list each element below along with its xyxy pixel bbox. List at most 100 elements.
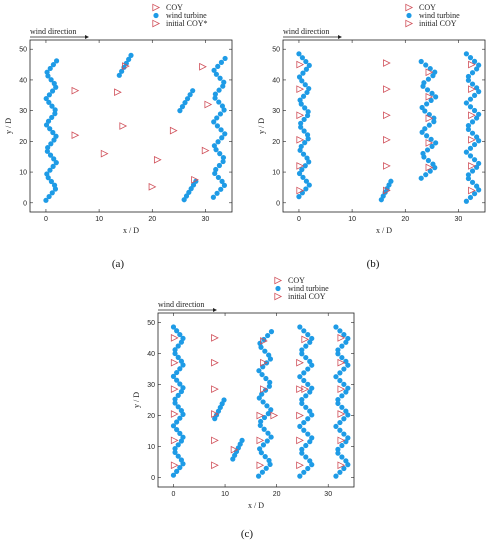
wind-turbine-point xyxy=(213,147,219,153)
turbine-row-3 xyxy=(181,178,199,203)
wind-turbine-point xyxy=(177,381,183,387)
legend-turbine-marker xyxy=(153,12,159,19)
coy-point xyxy=(71,86,80,95)
wind-turbine-point xyxy=(47,126,53,132)
wind-turbine-point xyxy=(309,335,315,342)
coy-point xyxy=(256,436,265,445)
wind-turbine-point xyxy=(424,87,431,93)
wind-turbine-point xyxy=(345,462,351,468)
turbine-row-4 xyxy=(210,55,228,200)
wind-turbine-point xyxy=(419,129,425,135)
wind-turbine-point xyxy=(261,426,267,432)
wind-turbine-point xyxy=(268,329,275,335)
wind-turbine-point xyxy=(476,62,482,68)
wind-turbine-point xyxy=(333,473,339,479)
wind-turbine-point xyxy=(339,343,345,349)
wind-turbine-point xyxy=(216,162,223,169)
y-tick-label: 40 xyxy=(272,77,280,84)
wind-turbine-point xyxy=(307,339,313,345)
wind-turbine-point xyxy=(180,385,186,391)
x-axis-label: x / D xyxy=(248,501,264,510)
wind-turbine-point xyxy=(467,194,474,201)
wind-turbine-point xyxy=(301,377,307,384)
wind-turbine-point xyxy=(421,80,427,86)
initial-coy-point xyxy=(170,334,179,342)
y-tick-label: 0 xyxy=(276,200,280,207)
wind-turbine-point xyxy=(337,469,343,475)
chart-panel-1: 0 10 20 30 0 10 20 30 40 50 x / D y / D wind directi… xyxy=(257,3,486,235)
wind-turbine-point xyxy=(463,149,469,155)
wind-direction-arrowhead xyxy=(338,35,342,39)
wind-turbine-point xyxy=(46,193,52,200)
wind-turbine-point xyxy=(257,340,263,346)
wind-turbine-point xyxy=(175,453,181,459)
wind-turbine-point xyxy=(49,103,55,109)
wind-turbine-point xyxy=(268,407,274,413)
wind-turbine-point xyxy=(214,115,220,121)
initial-coy-point xyxy=(170,410,179,418)
wind-turbine-point xyxy=(215,174,222,181)
wind-turbine-point xyxy=(305,381,311,387)
wind-turbine-point xyxy=(303,354,309,361)
wind-turbine-point xyxy=(301,419,307,426)
x-axis-label: x / D xyxy=(376,226,392,235)
coy-point xyxy=(383,111,391,120)
wind-turbine-point xyxy=(256,368,262,374)
wind-turbine-point xyxy=(343,458,349,464)
initial-coy-point xyxy=(425,139,434,147)
wind-turbine-point xyxy=(474,134,480,140)
turbine-row-3 xyxy=(463,51,482,204)
wind-turbine-point xyxy=(429,143,435,149)
wind-turbine-point xyxy=(179,104,186,110)
wind-turbine-point xyxy=(172,449,178,455)
wind-turbine-point xyxy=(305,136,311,142)
wind-turbine-point xyxy=(471,58,478,64)
wind-turbine-point xyxy=(305,431,311,437)
legend-coy-marker xyxy=(274,276,283,285)
initial-coy-point xyxy=(425,114,434,123)
wind-turbine-point xyxy=(267,356,274,362)
wind-turbine-point xyxy=(217,151,223,157)
wind-turbine-point xyxy=(172,396,178,402)
wind-turbine-point xyxy=(305,366,311,372)
wind-turbine-point xyxy=(303,454,309,460)
wind-turbine-point xyxy=(45,144,51,151)
wind-turbine-point xyxy=(221,107,227,113)
wind-turbine-point xyxy=(181,197,187,203)
coy-point xyxy=(296,385,304,393)
x-tick-label: 10 xyxy=(348,216,356,223)
y-tick-label: 40 xyxy=(19,77,27,84)
x-tick-label: 20 xyxy=(148,216,156,223)
wind-turbine-point xyxy=(309,385,315,391)
wind-turbine-point xyxy=(425,157,432,164)
initial-coy-point xyxy=(337,410,346,418)
wind-turbine-point xyxy=(299,78,305,84)
y-axis-label: y / D xyxy=(132,392,141,408)
wind-turbine-point xyxy=(303,186,309,192)
wind-turbine-point xyxy=(172,445,178,452)
wind-turbine-point xyxy=(300,70,306,76)
legend-turbine-marker xyxy=(406,12,412,19)
x-tick-label: 0 xyxy=(297,216,301,223)
panel-caption-2: (c) xyxy=(241,528,254,540)
wind-turbine-point xyxy=(178,457,185,463)
wind-turbine-point xyxy=(335,397,341,403)
wind-turbine-point xyxy=(299,55,305,61)
wind-turbine-point xyxy=(299,167,305,173)
coy-point xyxy=(383,162,391,170)
wind-turbine-point xyxy=(297,374,303,380)
coy-point xyxy=(211,436,219,445)
wind-turbine-point xyxy=(301,427,307,433)
wind-turbine-point xyxy=(45,118,52,124)
wind-turbine-point xyxy=(427,65,433,72)
wind-turbine-point xyxy=(266,383,272,389)
wind-turbine-point xyxy=(297,423,303,430)
wind-turbine-point xyxy=(474,183,480,189)
initial-coy-point xyxy=(468,186,476,195)
wind-turbine-point xyxy=(471,92,478,99)
wind-turbine-point xyxy=(476,160,482,167)
turbine-row-5 xyxy=(333,324,351,479)
wind-turbine-point xyxy=(170,373,177,379)
wind-turbine-point xyxy=(335,446,341,452)
wind-turbine-point xyxy=(463,51,469,57)
